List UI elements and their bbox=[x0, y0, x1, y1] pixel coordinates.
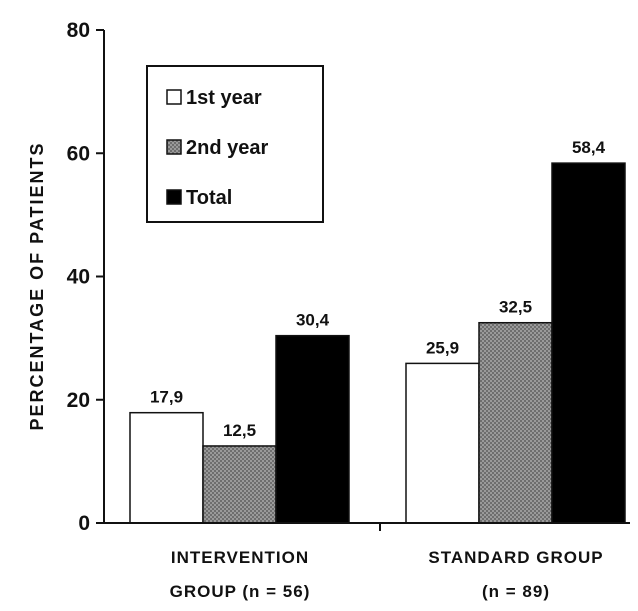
y-tick-label-80: 80 bbox=[67, 19, 90, 42]
bar-2nd-year-group-1 bbox=[202, 445, 277, 524]
category-label-2-line-1: STANDARD GROUP bbox=[428, 548, 603, 567]
category-label-2-line-2: (n = 89) bbox=[482, 582, 550, 601]
bar-2nd-year-group-2 bbox=[478, 321, 553, 524]
bar-1st-year-group-1 bbox=[129, 411, 204, 524]
legend-swatch-2nd-year bbox=[166, 139, 182, 155]
legend-swatch-1st-year bbox=[166, 89, 182, 105]
y-tick-label-20: 20 bbox=[67, 389, 90, 412]
bar-1st-year-group-2 bbox=[405, 362, 480, 524]
data-label-2nd-year-group-1: 12,5 bbox=[223, 421, 256, 440]
legend: 1st year 2nd year Total bbox=[146, 65, 324, 223]
bar-total-group-2 bbox=[551, 162, 626, 524]
y-axis-label: PERCENTAGE OF PATIENTS bbox=[27, 141, 47, 430]
legend-label-2nd-year: 2nd year bbox=[186, 137, 268, 159]
category-label-1-line-2: GROUP (n = 56) bbox=[170, 582, 311, 601]
data-label-total-group-2: 58,4 bbox=[572, 138, 606, 157]
y-tick-label-0: 0 bbox=[78, 512, 90, 535]
data-label-1st-year-group-2: 25,9 bbox=[426, 338, 459, 357]
legend-swatch-total bbox=[166, 189, 182, 205]
legend-label-1st-year: 1st year bbox=[186, 87, 262, 109]
data-label-2nd-year-group-2: 32,5 bbox=[499, 298, 532, 317]
data-label-1st-year-group-1: 17,9 bbox=[150, 388, 183, 407]
y-tick-label-40: 40 bbox=[67, 266, 90, 289]
category-label-1-line-1: INTERVENTION bbox=[171, 548, 309, 567]
data-label-total-group-1: 30,4 bbox=[296, 311, 330, 330]
legend-label-total: Total bbox=[186, 187, 232, 209]
bar-total-group-1 bbox=[275, 334, 350, 524]
y-tick-label-60: 60 bbox=[67, 142, 90, 165]
